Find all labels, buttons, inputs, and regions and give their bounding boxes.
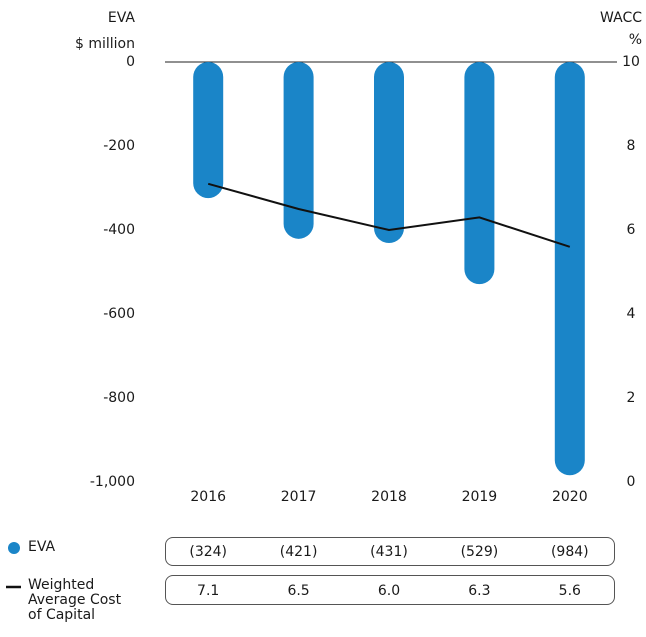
table-row: [165, 575, 615, 605]
x-tick-label: 2017: [281, 489, 317, 505]
y-tick-label: -1,000: [90, 474, 135, 490]
bar: [464, 62, 495, 285]
y-axis-unit: $ million: [75, 36, 135, 52]
bar: [283, 62, 314, 239]
y2-tick-label: 6: [627, 222, 636, 238]
bar: [193, 62, 224, 199]
y2-tick-label: 8: [627, 138, 636, 154]
x-tick-label: 2018: [371, 489, 407, 505]
bar: [554, 62, 585, 476]
y2-tick-label: 0: [627, 474, 636, 490]
y-tick-label: -600: [103, 306, 135, 322]
table-cell: 7.1: [197, 583, 220, 599]
y-tick-label: -400: [103, 222, 135, 238]
legend-label: EVA: [28, 539, 56, 555]
y-tick-label: -800: [103, 390, 135, 406]
table-cell: (529): [460, 544, 499, 560]
x-tick-label: 2019: [462, 489, 498, 505]
table-cell: 5.6: [558, 583, 581, 599]
y2-axis-unit: %: [629, 32, 642, 48]
x-tick-label: 2016: [190, 489, 226, 505]
y2-tick-label: 10: [622, 54, 640, 70]
bar: [374, 62, 404, 244]
table-cell: (421): [279, 544, 318, 560]
y2-tick-label: 2: [627, 390, 636, 406]
table-cell: (984): [550, 544, 589, 560]
legend-swatch: [8, 542, 20, 554]
table-cell: (324): [189, 544, 228, 560]
table-cell: 6.0: [377, 583, 401, 599]
y-axis-label: EVA: [108, 10, 136, 26]
line: [207, 182, 571, 248]
y-tick-label: 0: [126, 54, 135, 70]
x-tick-label: 2020: [552, 489, 588, 505]
table-cell: 6.3: [468, 583, 491, 599]
legend-label: Weighted Average Cost of Capital: [28, 577, 122, 623]
table-cell: 6.5: [287, 583, 310, 599]
y-tick-label: -200: [103, 138, 135, 154]
y2-axis-label: WACC: [600, 10, 642, 26]
table-row: [165, 537, 615, 566]
table-cell: (431): [370, 544, 408, 560]
y2-tick-label: 4: [627, 306, 636, 322]
